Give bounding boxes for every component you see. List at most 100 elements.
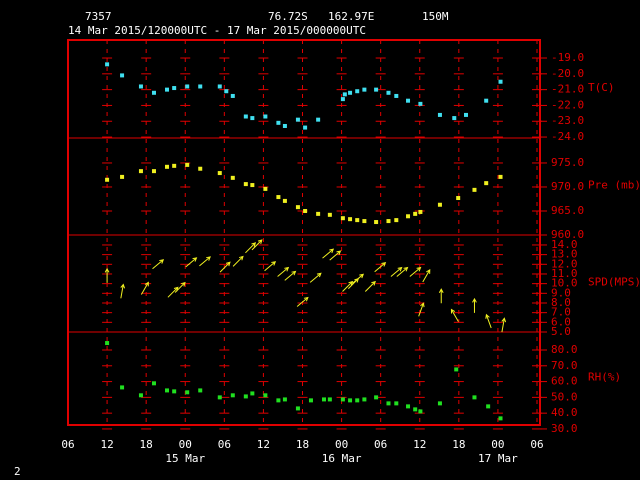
- data-point: [386, 219, 391, 224]
- data-point: [454, 367, 459, 372]
- wind-arrow: [390, 266, 403, 277]
- y-tick-label: 10.0: [551, 277, 578, 290]
- data-point: [355, 398, 360, 403]
- y-tick-label: 965.0: [551, 204, 584, 217]
- wind-arrow: [374, 262, 387, 273]
- y-tick-label: 8.0: [551, 296, 571, 309]
- data-point: [224, 89, 229, 94]
- data-point: [418, 209, 423, 214]
- data-point: [282, 397, 287, 402]
- wind-arrow: [120, 283, 126, 299]
- y-tick-label: 9.0: [551, 286, 571, 299]
- data-point: [105, 62, 110, 67]
- data-point: [413, 407, 418, 412]
- wind-arrow: [485, 313, 492, 329]
- data-point: [230, 393, 235, 398]
- x-tick-label: 12: [100, 438, 113, 451]
- y-tick-label: 11.0: [551, 267, 578, 280]
- y-tick-label: -19.0: [551, 51, 584, 64]
- y-tick-label: 5.0: [551, 325, 571, 338]
- data-point: [472, 187, 477, 192]
- y-tick-label: 70.0: [551, 359, 578, 372]
- data-point: [437, 401, 442, 406]
- data-point: [413, 211, 418, 216]
- data-point: [185, 390, 190, 395]
- data-point: [263, 393, 268, 398]
- wind-arrow: [450, 308, 459, 322]
- data-point: [327, 212, 332, 217]
- x-tick-label: 12: [257, 438, 270, 451]
- wind-arrow: [185, 257, 198, 268]
- axis-label: SPD(MPS): [588, 276, 640, 289]
- wind-arrow: [104, 267, 110, 283]
- y-tick-label: 30.0: [551, 422, 578, 435]
- data-point: [263, 114, 268, 119]
- data-point: [295, 406, 300, 411]
- x-tick-label: 18: [296, 438, 309, 451]
- data-point: [105, 341, 110, 346]
- data-point: [198, 166, 203, 171]
- data-point: [198, 84, 203, 89]
- wind-arrow: [422, 268, 431, 283]
- x-tick-label: 18: [140, 438, 153, 451]
- wind-arrow: [352, 273, 365, 284]
- x-tick-label: 00: [491, 438, 504, 451]
- y-tick-label: 40.0: [551, 406, 578, 419]
- x-tick-label: 06: [530, 438, 543, 451]
- data-point: [437, 202, 442, 207]
- x-tick-label: 00: [179, 438, 192, 451]
- data-point: [386, 401, 391, 406]
- data-point: [165, 388, 170, 393]
- y-tick-label: 7.0: [551, 306, 571, 319]
- data-point: [406, 214, 411, 219]
- page-number: 2: [14, 465, 21, 478]
- y-tick-label: 6.0: [551, 315, 571, 328]
- data-point: [418, 409, 423, 414]
- data-point: [498, 79, 503, 84]
- data-point: [374, 87, 379, 92]
- y-tick-label: 975.0: [551, 156, 584, 169]
- data-point: [282, 198, 287, 203]
- data-point: [105, 177, 110, 182]
- data-point: [165, 87, 170, 92]
- data-point: [316, 117, 321, 122]
- data-point: [263, 186, 268, 191]
- data-point: [374, 220, 379, 225]
- data-point: [250, 183, 255, 188]
- data-point: [120, 385, 125, 390]
- data-point: [394, 93, 399, 98]
- y-tick-label: -21.0: [551, 83, 584, 96]
- data-point: [172, 163, 177, 168]
- data-point: [498, 174, 503, 179]
- data-point: [362, 87, 367, 92]
- data-point: [217, 395, 222, 400]
- data-point: [138, 169, 143, 174]
- wind-arrow: [140, 281, 149, 295]
- data-point: [452, 116, 457, 121]
- x-tick-label: 06: [61, 438, 74, 451]
- data-point: [276, 120, 281, 125]
- wind-arrow: [264, 261, 277, 272]
- data-point: [486, 404, 491, 409]
- data-point: [230, 175, 235, 180]
- wind-arrow: [501, 317, 507, 333]
- data-point: [498, 416, 503, 421]
- data-point: [243, 114, 248, 119]
- data-point: [250, 116, 255, 121]
- wind-arrow: [418, 302, 425, 317]
- data-point: [185, 84, 190, 89]
- data-point: [342, 92, 347, 97]
- data-point: [348, 90, 353, 95]
- data-point: [374, 395, 379, 400]
- data-point: [340, 97, 345, 102]
- data-point: [316, 211, 321, 216]
- data-point: [217, 171, 222, 176]
- data-point: [230, 93, 235, 98]
- data-point: [418, 101, 423, 106]
- period: 14 Mar 2015/120000UTC - 17 Mar 2015/0000…: [68, 24, 366, 37]
- wind-arrow: [329, 250, 342, 261]
- data-point: [243, 182, 248, 187]
- wind-arrow: [251, 239, 263, 251]
- station-id: 7357: [85, 10, 112, 23]
